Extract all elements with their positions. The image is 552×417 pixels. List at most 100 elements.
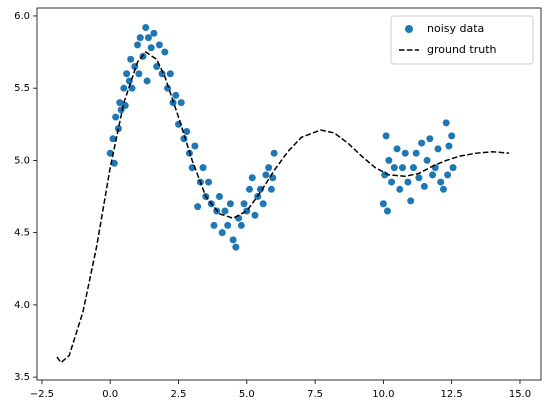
scatter-point <box>150 29 158 37</box>
x-tick-label: 0.0 <box>102 389 118 400</box>
scatter-point <box>161 48 169 56</box>
scatter-point <box>270 149 278 157</box>
axes-frame <box>36 7 542 381</box>
scatter-point <box>418 139 426 147</box>
scatter-point <box>128 84 136 92</box>
scatter-point <box>396 185 404 193</box>
scatter-point <box>401 149 409 157</box>
scatter-point <box>127 55 135 63</box>
x-tick-label: −2.5 <box>30 389 54 400</box>
scatter-point <box>412 149 420 157</box>
scatter-point <box>166 70 174 78</box>
scatter-point <box>429 171 437 179</box>
scatter-point <box>205 178 213 186</box>
scatter-point <box>226 200 234 208</box>
scatter-point <box>136 34 144 42</box>
scatter-point <box>434 145 442 153</box>
legend-box <box>390 15 534 65</box>
x-tick-label: 15.0 <box>509 389 531 400</box>
scatter-point <box>142 24 150 32</box>
y-tick-label: 5.0 <box>14 155 30 166</box>
scatter-point <box>262 171 270 179</box>
scatter-point <box>442 119 450 127</box>
scatter-point <box>381 171 389 179</box>
scatter-point <box>221 207 229 215</box>
scatter-point <box>123 70 131 78</box>
scatter-point <box>172 91 180 99</box>
scatter-point <box>445 142 453 150</box>
scatter-point <box>390 164 398 172</box>
scatter-point <box>109 135 117 143</box>
scatter-point <box>251 211 259 219</box>
scatter-point <box>259 200 267 208</box>
scatter-point <box>388 178 396 186</box>
scatter-point <box>431 164 439 172</box>
line <box>56 51 510 364</box>
scatter-point <box>237 221 245 229</box>
scatter-point <box>229 236 237 244</box>
scatter-point <box>155 41 163 49</box>
scatter-point <box>199 164 207 172</box>
scatter-point <box>246 185 254 193</box>
x-tick-label: 12.5 <box>441 389 463 400</box>
scatter-point <box>407 197 415 205</box>
scatter-point <box>409 164 417 172</box>
x-tick-label: 5.0 <box>239 389 255 400</box>
scatter-point <box>256 185 264 193</box>
x-tick-label: 10.0 <box>372 389 394 400</box>
scatter-point <box>404 178 412 186</box>
scatter-point <box>383 207 391 215</box>
scatter-point <box>423 156 431 164</box>
scatter-point <box>191 142 199 150</box>
scatter-point <box>116 99 124 107</box>
scatter-point <box>385 156 393 164</box>
legend-marker <box>405 25 413 33</box>
scatter-point <box>382 132 390 140</box>
scatter-point <box>153 63 161 71</box>
scatter-point <box>444 171 452 179</box>
scatter-point <box>144 34 152 42</box>
x-tick-label: 2.5 <box>171 389 187 400</box>
scatter-point <box>426 135 434 143</box>
scatter-point <box>194 203 202 211</box>
y-tick-label: 5.5 <box>14 83 30 94</box>
scatter-point <box>267 185 275 193</box>
scatter-point <box>393 145 401 153</box>
scatter-point <box>135 70 143 78</box>
scatter-point <box>177 99 185 107</box>
scatter-point <box>449 164 457 172</box>
scatter-point <box>448 132 456 140</box>
scatter-point <box>106 149 114 157</box>
y-tick-label: 3.5 <box>14 372 30 383</box>
scatter-point <box>420 182 428 190</box>
legend-label: noisy data <box>427 22 484 35</box>
scatter-point <box>415 174 423 182</box>
scatter-point <box>147 44 155 52</box>
scatter-point <box>164 84 172 92</box>
scatter-point <box>248 174 256 182</box>
scatter-point <box>215 193 223 201</box>
y-tick-label: 4.0 <box>14 300 30 311</box>
scatter-point <box>112 113 120 121</box>
scatter-point <box>210 221 218 229</box>
y-tick-label: 4.5 <box>14 228 30 239</box>
scatter-point <box>232 243 240 251</box>
scatter-point <box>265 164 273 172</box>
scatter-point <box>240 200 248 208</box>
scatter-point <box>120 84 128 92</box>
scatter-point <box>437 178 445 186</box>
scatter-point <box>180 135 188 143</box>
y-tick-label: 6.0 <box>14 11 30 22</box>
scatter-point <box>183 128 191 136</box>
scatter-point <box>439 185 447 193</box>
scatter-point <box>134 41 142 49</box>
scatter-point <box>379 200 387 208</box>
scatter-point <box>399 164 407 172</box>
x-tick-label: 7.5 <box>307 389 323 400</box>
scatter-point <box>143 77 151 85</box>
scatter-point <box>110 159 118 167</box>
scatter-point <box>218 229 226 237</box>
scatter-point <box>224 221 232 229</box>
legend-label: ground truth <box>427 43 497 56</box>
